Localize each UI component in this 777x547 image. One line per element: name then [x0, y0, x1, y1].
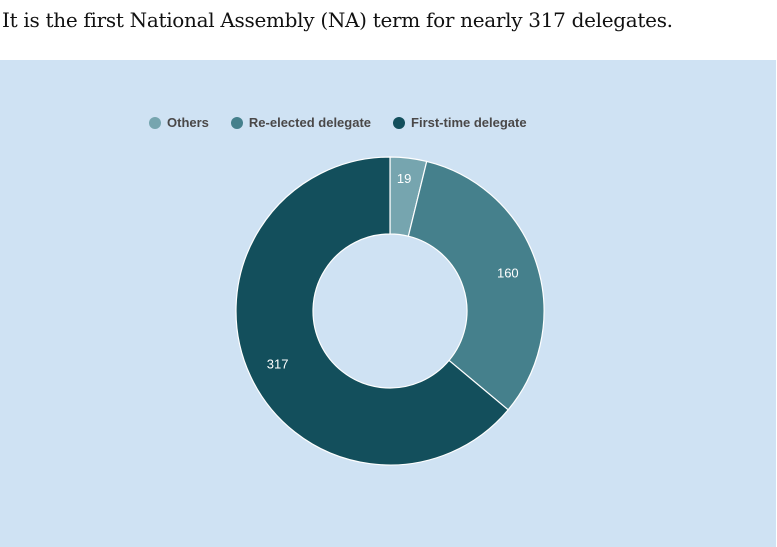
slice-re-elected-delegate[interactable] [407, 160, 545, 411]
legend: Others Re-elected delegate First-time dele… [149, 115, 527, 130]
data-label: 317 [267, 356, 289, 371]
donut-chart: 19 160 317 [235, 156, 545, 466]
legend-label: Others [167, 115, 209, 130]
legend-label: First-time delegate [411, 115, 527, 130]
legend-dot-icon [393, 116, 406, 129]
legend-item[interactable]: Re-elected delegate [230, 115, 372, 130]
legend-item[interactable]: Others [149, 115, 209, 130]
page-title: It is the first National Assembly (NA) t… [2, 8, 673, 32]
chart-panel: 19 160 317 Others Re-elected delegate First-… [0, 60, 776, 547]
legend-item[interactable]: First-time delegate [393, 115, 527, 130]
data-label: 160 [497, 265, 519, 280]
slice-first-time-delegate[interactable] [235, 156, 509, 466]
legend-label: Re-elected delegate [248, 115, 372, 130]
legend-dot-icon [149, 116, 161, 129]
legend-dot-icon [230, 116, 243, 129]
data-label: 19 [397, 171, 411, 186]
